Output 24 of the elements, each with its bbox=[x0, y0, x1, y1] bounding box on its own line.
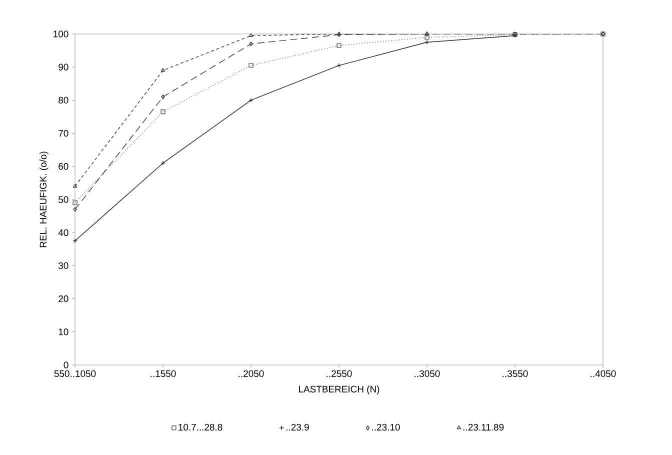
x-tick-label: ..3050 bbox=[414, 370, 440, 378]
y-tick-label: 90 bbox=[58, 64, 68, 70]
legend-label: ..23.9 bbox=[286, 424, 309, 431]
y-tick-label: 50 bbox=[58, 196, 68, 203]
legend-label: 10.7...28.8 bbox=[178, 424, 222, 431]
legend-label: ..23.11.89 bbox=[464, 424, 504, 431]
y-tick-label: 100 bbox=[54, 30, 68, 38]
y-tick-label: 40 bbox=[58, 229, 68, 236]
x-tick-label: ..3550 bbox=[502, 370, 528, 378]
y-axis-title: REL. HAEUFIGK. (o/o) bbox=[40, 152, 48, 248]
y-tick-label: 0 bbox=[64, 362, 68, 368]
y-tick-label: 30 bbox=[58, 262, 68, 270]
x-tick-label: ..4050 bbox=[590, 370, 616, 378]
y-tick-label: 70 bbox=[58, 130, 68, 137]
y-tick-label: 60 bbox=[58, 163, 68, 170]
x-tick-label: ..1550 bbox=[150, 370, 176, 378]
x-tick-label: 550..1050 bbox=[54, 370, 96, 378]
y-tick-label: 80 bbox=[58, 96, 68, 104]
y-tick-label: 10 bbox=[58, 328, 68, 336]
x-tick-label: ..2550 bbox=[326, 370, 352, 378]
y-tick-label: 20 bbox=[58, 295, 68, 302]
legend-label: ..23.10 bbox=[372, 424, 400, 431]
x-tick-label: ..2050 bbox=[238, 370, 264, 378]
x-axis-title: LASTBEREICH (N) bbox=[299, 386, 380, 394]
